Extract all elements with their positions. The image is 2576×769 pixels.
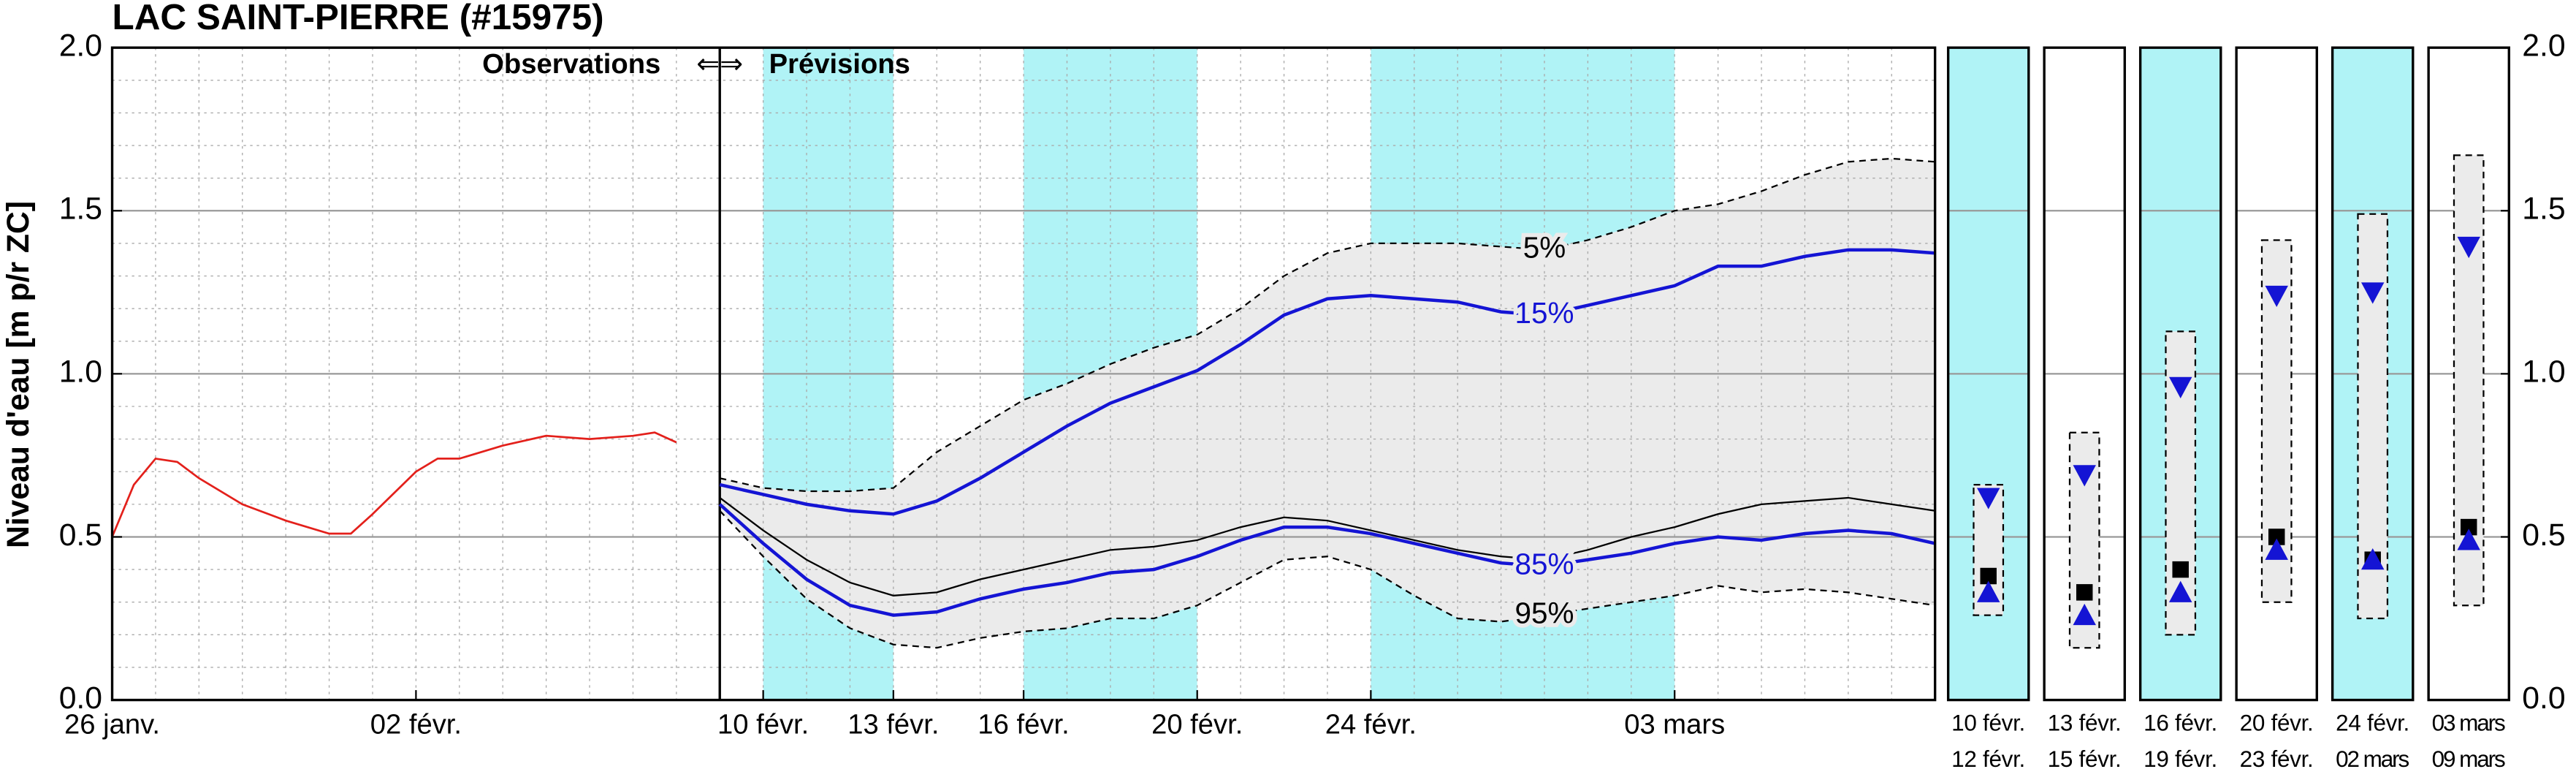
x-tick-label: 16 févr. <box>978 709 1069 740</box>
y-tick-label: 0.5 <box>59 518 102 553</box>
period-start: 24 févr. <box>2336 711 2409 736</box>
x-tick-label: 20 févr. <box>1151 709 1243 740</box>
period-end: 02 mars <box>2336 746 2409 769</box>
down-marker <box>2457 236 2480 259</box>
chart-title: LAC SAINT-PIERRE (#15975) <box>113 0 604 37</box>
period-end: 09 mars <box>2432 746 2506 769</box>
series-line <box>719 510 1935 649</box>
panel-frame <box>2331 46 2415 702</box>
panel-frame <box>2138 46 2222 702</box>
x-tick-label: 02 févr. <box>370 709 462 740</box>
series-label: 15% <box>1515 296 1574 330</box>
y2-tick-label: 0.0 <box>2522 681 2565 716</box>
y-axis-label: Niveau d'eau [m p/r ZC] <box>1 201 36 548</box>
plot-frame <box>110 46 1937 702</box>
down-marker <box>2168 376 2192 398</box>
series-label: 5% <box>1523 231 1566 265</box>
down-marker <box>1976 488 2000 509</box>
y-tick-label: 0.0 <box>59 681 102 716</box>
y-tick-label: 1.5 <box>59 192 102 227</box>
annotation: Prévisions <box>769 48 910 80</box>
period-start: 16 févr. <box>2144 711 2217 736</box>
up-marker <box>2457 529 2480 550</box>
down-marker <box>2265 285 2288 308</box>
panel-frame <box>2043 46 2126 702</box>
down-marker <box>2360 282 2385 304</box>
period-start: 13 févr. <box>2048 711 2122 736</box>
y-tick-label: 2.0 <box>59 28 102 63</box>
square-marker <box>2268 529 2285 545</box>
period-start: 03 mars <box>2432 711 2506 736</box>
period-end: 19 févr. <box>2144 746 2217 769</box>
series-line <box>719 248 1935 516</box>
x-tick-label: 24 févr. <box>1325 709 1417 740</box>
up-marker <box>2265 538 2288 560</box>
up-marker <box>2073 603 2096 626</box>
x-tick-label: 03 mars <box>1624 709 1725 740</box>
series-line <box>111 431 677 538</box>
period-start: 10 févr. <box>1951 711 2025 736</box>
period-end: 23 févr. <box>2240 746 2314 769</box>
up-marker <box>2168 580 2192 602</box>
y2-tick-label: 1.5 <box>2522 192 2565 227</box>
annotation: Observations <box>482 48 660 80</box>
square-marker <box>1980 567 1997 585</box>
panel-frame <box>2235 46 2318 702</box>
period-end: 15 févr. <box>2048 746 2122 769</box>
series-label: 85% <box>1515 547 1574 580</box>
annotation: ⇐⇒ <box>696 48 743 80</box>
down-marker <box>2073 465 2096 487</box>
period-end: 12 févr. <box>1951 746 2025 769</box>
y2-tick-label: 2.0 <box>2522 28 2565 63</box>
series-line <box>719 496 1935 596</box>
y2-tick-label: 1.0 <box>2522 355 2565 390</box>
series-line <box>718 503 1936 617</box>
x-tick-label: 13 févr. <box>847 709 939 740</box>
up-marker <box>1976 580 2000 602</box>
y-tick-label: 1.0 <box>59 355 102 390</box>
y2-tick-label: 0.5 <box>2522 518 2565 553</box>
square-marker <box>2172 561 2189 578</box>
period-start: 20 févr. <box>2240 711 2314 736</box>
panel-frame <box>1946 46 2030 702</box>
series-line <box>719 157 1935 493</box>
series-label: 95% <box>1515 596 1574 629</box>
x-tick-label: 10 févr. <box>717 709 809 740</box>
up-marker <box>2360 548 2385 570</box>
square-marker <box>2460 518 2477 536</box>
square-marker <box>2076 584 2093 601</box>
x-tick-label: 26 janv. <box>64 709 160 740</box>
